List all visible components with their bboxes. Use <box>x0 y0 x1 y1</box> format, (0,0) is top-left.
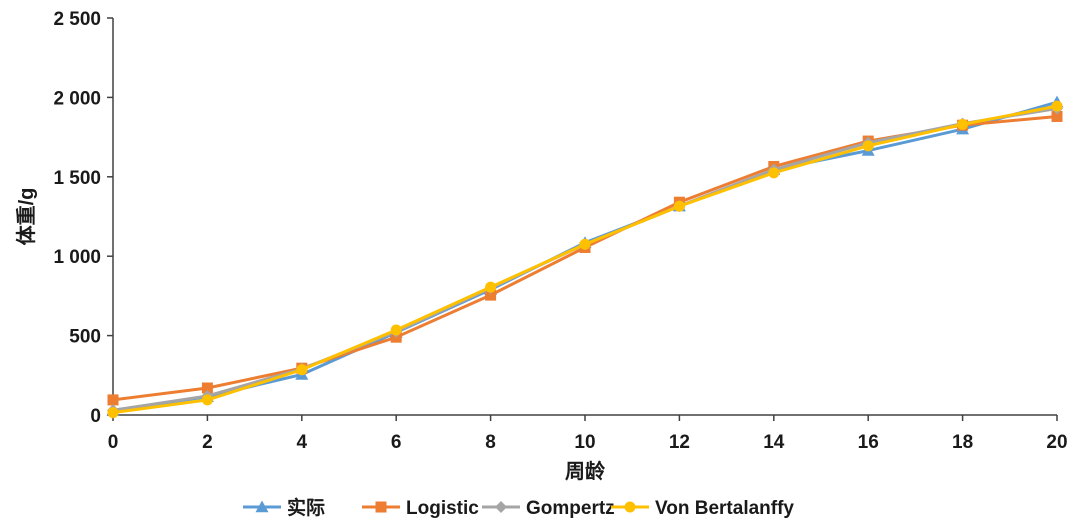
legend-swatch-marker <box>495 501 507 513</box>
y-tick-label: 1 500 <box>53 168 101 189</box>
x-tick-label: 14 <box>763 432 785 453</box>
legend-item: Logistic <box>362 498 479 519</box>
data-point <box>107 407 119 419</box>
x-tick-label: 16 <box>858 432 879 453</box>
y-tick-label: 2 000 <box>53 88 101 109</box>
x-tick-label: 20 <box>1046 432 1067 453</box>
legend: 实际 Logistic Gompertz Von Bertalanffy <box>243 496 794 519</box>
series-logistic <box>107 110 1063 406</box>
series-line <box>112 114 1058 402</box>
x-tick-label: 6 <box>391 432 402 453</box>
legend-swatch-marker <box>624 501 636 513</box>
legend-item: Gompertz <box>482 498 615 519</box>
plot-area <box>106 95 1064 419</box>
data-point <box>201 382 213 394</box>
x-tick-label: 18 <box>952 432 973 453</box>
data-point <box>1051 100 1063 112</box>
x-tick-label: 10 <box>574 432 595 453</box>
data-point <box>957 118 969 130</box>
series-von-bertalanffy <box>107 100 1063 419</box>
legend-swatch-marker <box>375 501 387 513</box>
series-gompertz <box>107 102 1063 417</box>
series-line <box>112 100 1058 412</box>
x-axis-title: 周龄 <box>565 459 606 483</box>
x-tick-label: 12 <box>669 432 690 453</box>
y-tick-label: 0 <box>90 406 101 427</box>
data-point <box>768 167 780 179</box>
x-tick-label: 8 <box>485 432 496 453</box>
y-tick-label: 2 500 <box>53 9 101 30</box>
data-point <box>1051 110 1063 122</box>
data-point <box>579 238 591 250</box>
x-tick-label: 0 <box>108 432 119 453</box>
legend-item: 实际 <box>243 496 325 519</box>
y-axis-title: 体重/g <box>14 188 38 246</box>
data-point <box>107 394 119 406</box>
legend-label: Logistic <box>406 498 479 519</box>
data-point <box>673 200 685 212</box>
legend-label: Gompertz <box>526 498 615 519</box>
data-point <box>862 140 874 152</box>
data-point <box>201 394 213 406</box>
y-tick-label: 500 <box>69 327 101 348</box>
legend-item: Von Bertalanffy <box>611 498 794 519</box>
legend-label: Von Bertalanffy <box>655 498 794 519</box>
axes: 0 500 1 000 1 500 2 000 2 500 0 2 4 6 8 10 12 14 16 18 2… <box>14 9 1068 483</box>
series-line <box>112 104 1058 415</box>
x-tick-label: 2 <box>202 432 213 453</box>
data-point <box>390 324 402 336</box>
data-point <box>485 289 497 301</box>
y-tick-label: 1 000 <box>53 247 101 268</box>
data-point <box>485 281 497 293</box>
data-point <box>296 364 308 376</box>
x-tick-label: 4 <box>297 432 308 453</box>
legend-label: 实际 <box>287 496 325 519</box>
legend-swatch-marker <box>255 500 269 513</box>
series-line <box>112 107 1058 412</box>
series-series-0 <box>106 95 1064 416</box>
